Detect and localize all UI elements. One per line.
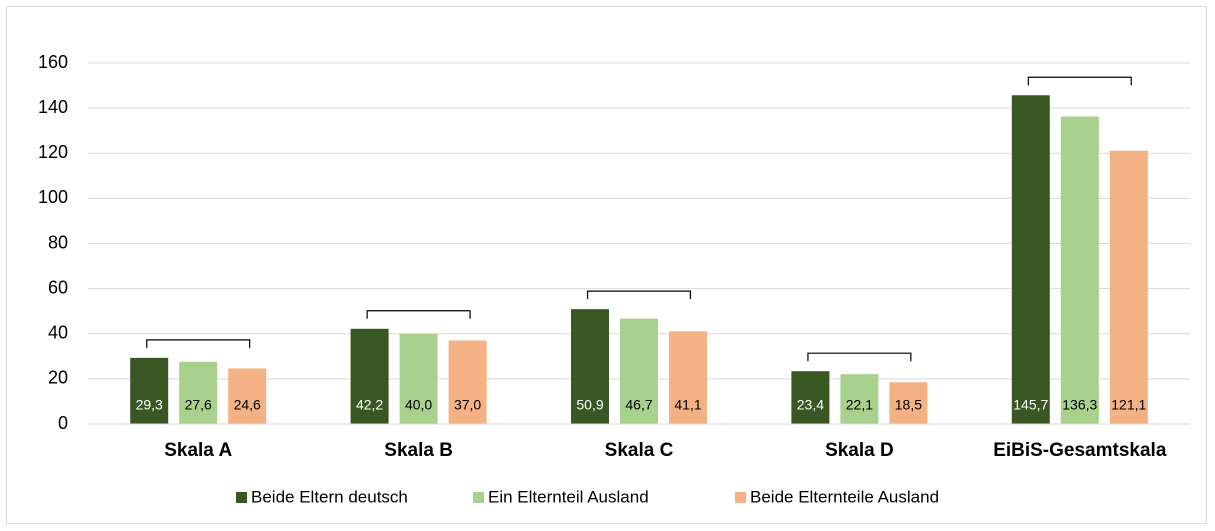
data-label: 41,1 [674, 397, 701, 413]
data-label: 22,1 [846, 397, 873, 413]
bar [1011, 95, 1050, 424]
y-tick-label: 20 [48, 368, 68, 388]
data-label: 42,2 [356, 397, 383, 413]
data-label: 18,5 [895, 397, 922, 413]
y-tick-label: 160 [38, 52, 68, 72]
data-label: 29,3 [136, 397, 163, 413]
y-tick-label: 0 [58, 413, 68, 433]
y-tick-label: 100 [38, 187, 68, 207]
bar [228, 368, 267, 424]
bar [399, 333, 438, 424]
bar [1060, 116, 1099, 425]
data-label: 46,7 [625, 397, 652, 413]
bracket [807, 352, 912, 362]
data-label: 23,4 [797, 397, 824, 413]
y-tick-label: 60 [48, 277, 68, 297]
chart-border [6, 6, 1207, 524]
data-label: 37,0 [454, 397, 481, 413]
bar [350, 328, 389, 424]
y-tick-label: 120 [38, 142, 68, 162]
bracket [1027, 76, 1132, 86]
y-tick-label: 40 [48, 323, 68, 343]
bar [571, 309, 609, 424]
bar [889, 382, 928, 424]
bracket [146, 339, 251, 348]
bar [620, 318, 658, 424]
legend-label: Ein Elternteil Ausland [488, 487, 649, 506]
legend-label: Beide Eltern deutsch [251, 487, 408, 506]
bracket [586, 290, 692, 300]
x-tick-label: EiBiS-Gesamtskala [993, 440, 1167, 461]
x-tick-label: Skala C [605, 440, 674, 461]
data-label: 27,6 [185, 397, 212, 413]
data-label: 145,7 [1013, 397, 1048, 413]
data-label: 136,3 [1062, 397, 1097, 413]
y-tick-label: 80 [48, 232, 68, 252]
bar [130, 357, 169, 424]
bar [1109, 150, 1148, 424]
bar [791, 371, 830, 424]
x-tick-label: Skala B [384, 440, 453, 461]
data-label: 121,1 [1111, 397, 1146, 413]
y-tick-label: 140 [38, 97, 68, 117]
x-tick-label: Skala D [825, 440, 894, 461]
legend-swatch [236, 492, 247, 503]
data-label: 24,6 [234, 397, 261, 413]
x-tick-label: Skala A [164, 440, 232, 461]
legend-swatch [473, 492, 484, 503]
bracket [366, 310, 471, 319]
legend-label: Beide Elternteile Ausland [750, 487, 939, 506]
data-label: 50,9 [576, 397, 603, 413]
bar [669, 331, 707, 424]
bar [179, 361, 218, 424]
legend-swatch [735, 492, 746, 503]
data-label: 40,0 [405, 397, 432, 413]
bar [840, 374, 879, 424]
bar [448, 340, 487, 424]
